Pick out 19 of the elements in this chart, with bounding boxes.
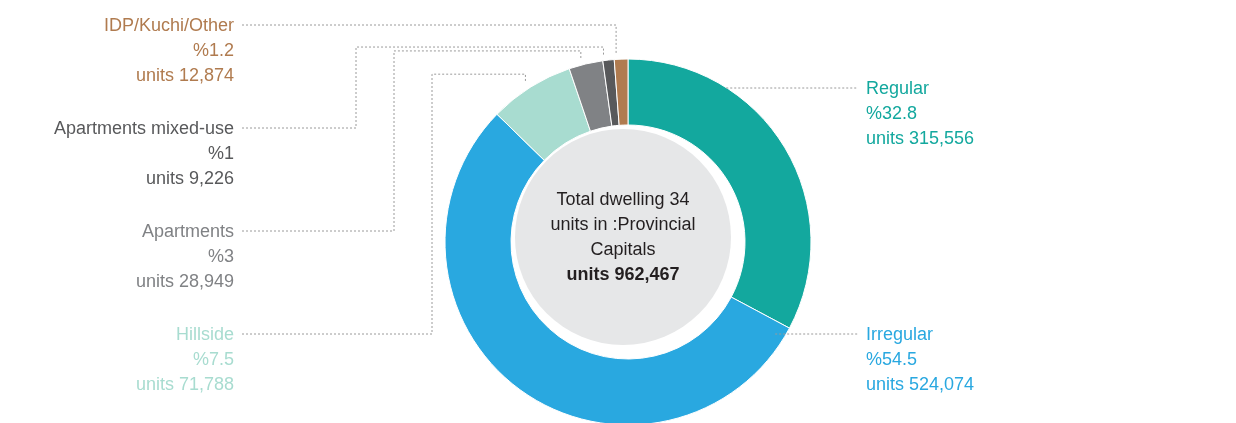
text: units 9,226 [145,168,234,188]
text: units 12,874 [135,65,234,85]
text: units 71,788 [135,374,234,394]
text: units 962,467 [565,263,681,286]
data-label: %1.2 [191,39,234,62]
data-label: %32.8 [866,102,919,125]
slice-label: Hillside [174,323,234,346]
slice-label: Apartments [140,220,234,243]
data-label: %7.5 [191,348,234,371]
data-label: %54.5 [866,348,919,371]
slice-label: Irregular [866,323,935,346]
text: units 524,074 [866,374,975,394]
slice-label: IDP/Kuchi/Other [102,14,234,37]
slice-label: Regular [866,77,931,100]
data-label: %3 [207,245,234,268]
text: units 315,556 [866,128,975,148]
slice-label: Apartments mixed-use [52,117,234,140]
data-label: %1 [207,142,234,165]
text: units 28,949 [135,271,234,291]
